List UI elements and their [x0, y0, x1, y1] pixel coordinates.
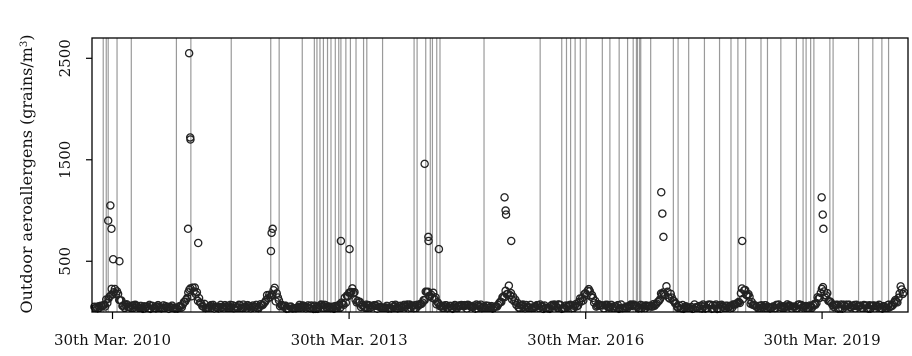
data-point — [662, 282, 671, 291]
peak-point — [424, 232, 433, 242]
peak-point — [500, 193, 509, 202]
x-tick-label: 30th Mar. 2013 — [291, 331, 408, 349]
peak-point — [345, 244, 354, 254]
data-point — [192, 287, 202, 297]
x-axis-ticks: 30th Mar. 2010 30th Mar. 2013 30th Mar. 20… — [54, 312, 881, 349]
peak-point — [193, 238, 203, 248]
data-point — [811, 300, 820, 310]
axes — [91, 37, 909, 313]
peak-point — [107, 224, 116, 234]
data-point — [655, 295, 665, 304]
data-point — [504, 281, 514, 290]
peak-point — [818, 210, 827, 219]
peak-point — [434, 244, 444, 254]
data-point — [137, 303, 147, 312]
x-tick-label: 30th Mar. 2016 — [527, 331, 644, 349]
peak-point — [424, 236, 433, 246]
data-point — [182, 293, 192, 303]
data-point — [893, 298, 902, 307]
peak-data-points — [103, 48, 828, 266]
vertical-event-lines — [102, 38, 890, 312]
data-point — [218, 302, 228, 312]
data-point — [350, 287, 359, 297]
data-point — [420, 296, 429, 305]
baseline-data-points — [90, 281, 909, 314]
peak-point — [266, 246, 276, 256]
peak-point — [184, 48, 194, 58]
data-point — [194, 293, 204, 303]
data-point — [653, 297, 663, 307]
x-tick-label: 30th Mar. 2019 — [764, 331, 881, 349]
peak-point — [659, 232, 668, 242]
peak-point — [658, 209, 667, 218]
y-axis-ticks: 500 1500 2500 — [56, 39, 92, 276]
data-point — [187, 292, 196, 301]
y-tick-label: 500 — [56, 247, 74, 276]
peak-point — [657, 188, 666, 197]
data-point — [898, 289, 908, 299]
peak-point — [819, 224, 828, 234]
x-tick-label: 30th Mar. 2010 — [54, 331, 171, 349]
y-tick-label: 1500 — [56, 141, 74, 179]
peak-point — [103, 216, 113, 225]
data-point — [429, 288, 438, 298]
plot-frame — [91, 37, 909, 313]
y-tick-label: 2500 — [56, 39, 74, 77]
y-axis-title-superscript: 3 — [19, 41, 30, 47]
y-axis-title-text: Outdoor aeroallergens (grains/m — [17, 47, 36, 313]
peak-point — [268, 224, 277, 234]
peak-point — [817, 193, 826, 202]
peak-point — [267, 228, 276, 238]
data-point — [356, 302, 366, 312]
peak-point — [506, 236, 516, 246]
data-point — [486, 302, 495, 312]
peak-point — [336, 236, 346, 246]
y-axis-title: Outdoor aeroallergens (grains/m3) — [17, 34, 36, 313]
peak-point — [106, 201, 115, 210]
data-point — [818, 282, 828, 292]
peak-point — [501, 210, 511, 219]
peak-point — [737, 236, 747, 246]
data-point — [817, 284, 827, 294]
peak-point — [420, 159, 429, 169]
peak-point — [115, 257, 124, 266]
peak-point — [501, 206, 510, 215]
data-point — [743, 290, 752, 300]
peak-point — [186, 135, 195, 144]
data-point — [270, 283, 279, 293]
data-point — [330, 301, 340, 311]
y-axis-title-suffix: ) — [17, 34, 36, 40]
peak-point — [183, 224, 193, 234]
data-point — [133, 302, 142, 311]
